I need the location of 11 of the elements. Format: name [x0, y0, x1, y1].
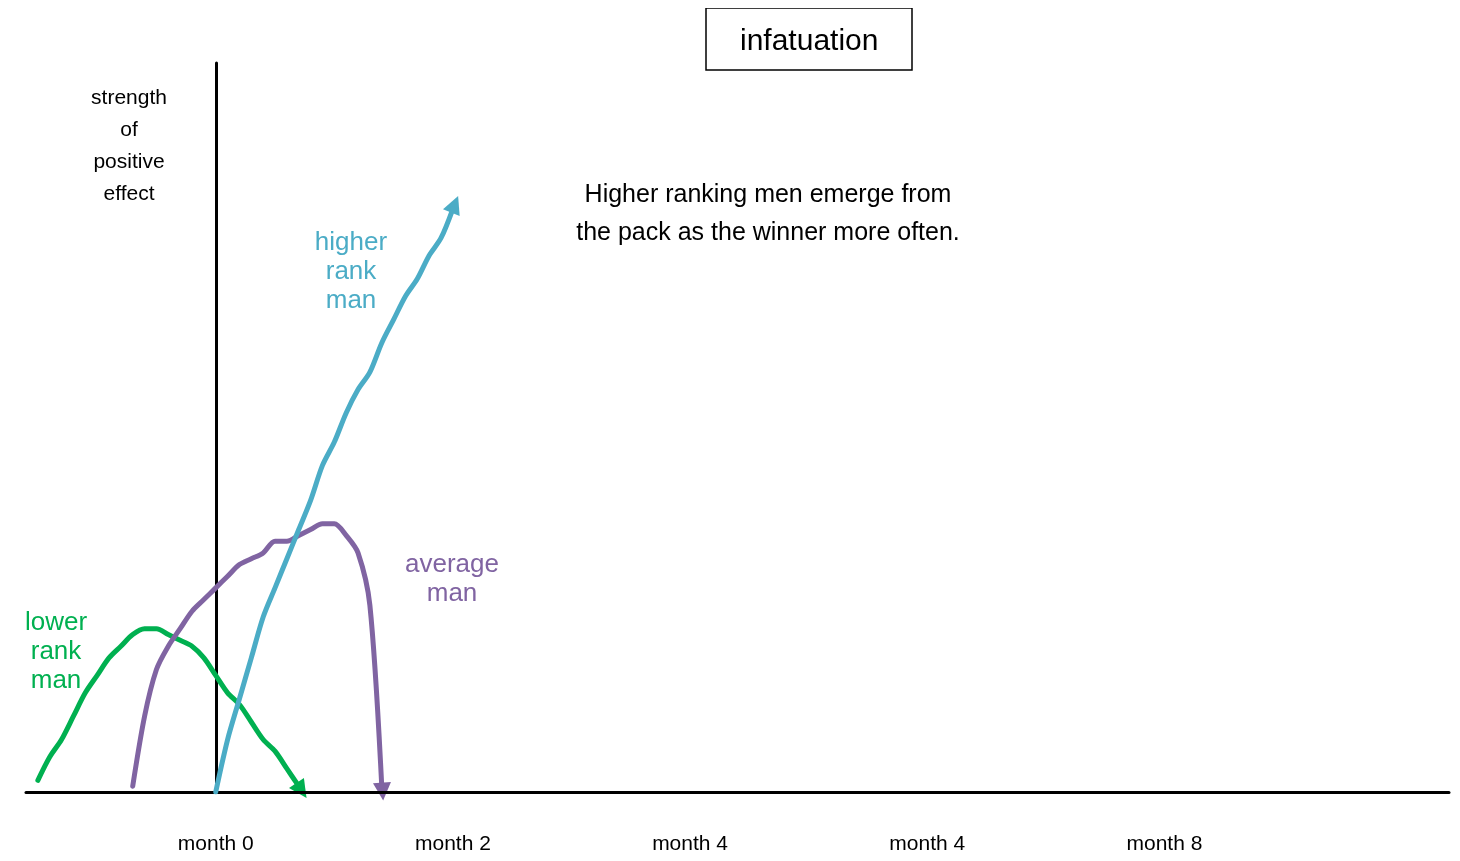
series-label: higher rank man	[314, 225, 388, 314]
x-tick-label: month 4	[889, 831, 966, 854]
annotation: Higher ranking men emerge from the pack as the winner more often.	[576, 179, 960, 245]
x-tick-label: month 0	[177, 831, 254, 854]
x-tick-label: month 2	[414, 831, 491, 854]
chart-title: infatuation	[740, 22, 879, 56]
x-tick-label: month 4	[652, 831, 729, 854]
series-label: average man	[405, 547, 499, 607]
x-tick-label: month 8	[1126, 831, 1203, 854]
series-label: lower rank man	[24, 605, 88, 694]
y-axis-title: strength of positive effect	[91, 84, 167, 204]
